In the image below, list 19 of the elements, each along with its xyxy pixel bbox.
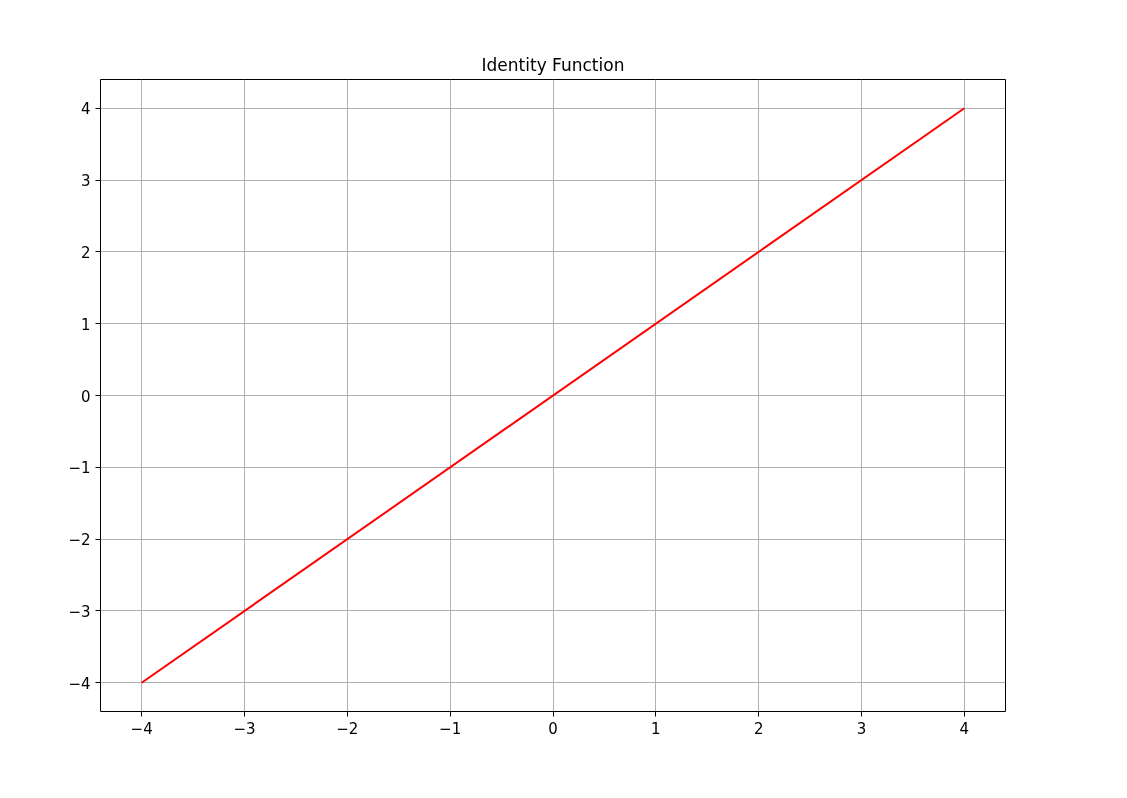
x-tick-label: 3 [856,719,867,738]
y-tick-label: −4 [68,674,91,693]
x-tick-label: −3 [233,719,256,738]
y-tick-label: −3 [68,602,91,621]
y-tick-label: −2 [68,531,91,550]
x-tick-label: 0 [548,719,558,738]
y-tick-label: 3 [80,172,91,191]
y-tick-label: 0 [80,387,91,406]
x-tick-label: 4 [959,719,970,738]
y-tick-label: −1 [68,459,91,478]
y-tick-label: 4 [80,100,91,119]
x-tick-label: −4 [130,719,153,738]
x-tick-label: 1 [651,719,661,738]
x-tick-label: −2 [336,719,359,738]
y-tick-label: 2 [80,243,91,262]
x-tick-label: −1 [439,719,462,738]
x-tick-label: 2 [753,719,764,738]
chart-title: Identity Function [481,54,625,75]
y-tick-label: 1 [80,315,91,334]
